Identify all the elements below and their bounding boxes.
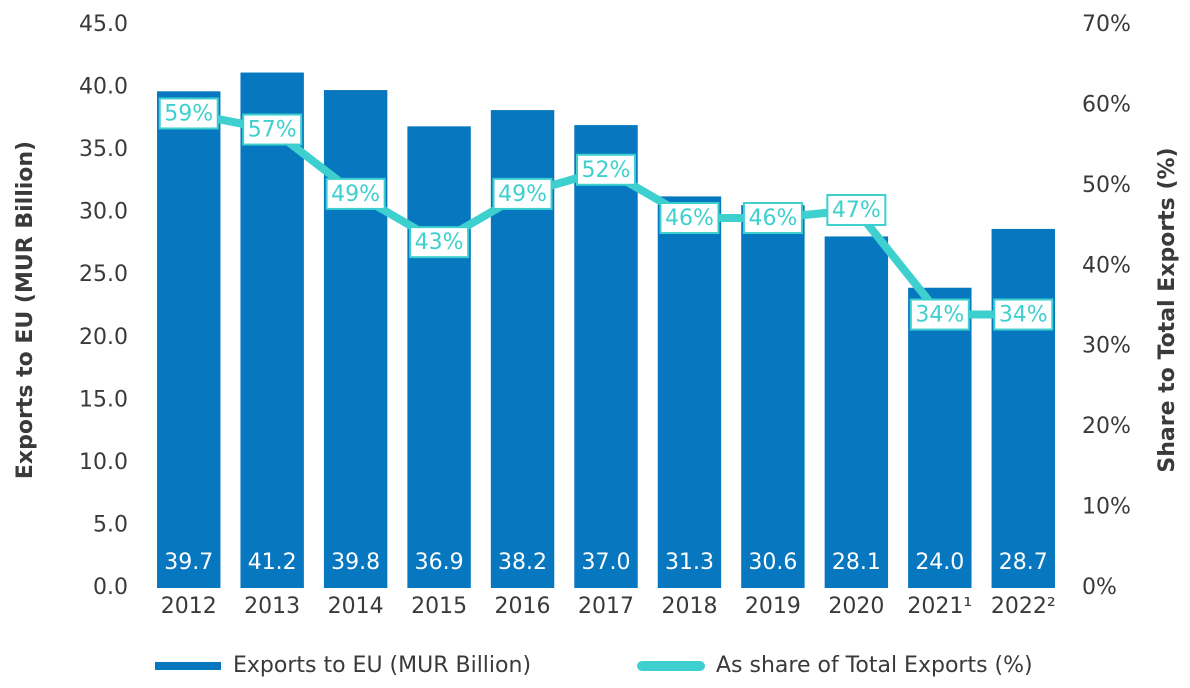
x-tick-label: 2021¹ — [907, 594, 972, 619]
legend-label: As share of Total Exports (%) — [716, 653, 1033, 678]
y2-tick-label: 60% — [1082, 92, 1131, 117]
line-value-label: 57% — [248, 118, 297, 143]
y2-axis-title: Share to Total Exports (%) — [1155, 147, 1180, 472]
line-value-label: 34% — [915, 303, 964, 328]
line-value-label: 49% — [331, 182, 380, 207]
bar-value-label: 38.2 — [498, 550, 547, 575]
y2-tick-label: 10% — [1082, 495, 1131, 520]
y-tick-label: 30.0 — [79, 200, 128, 225]
value-label-box — [158, 97, 219, 130]
x-tick-label: 2013 — [244, 594, 300, 619]
line-value-label: 46% — [665, 206, 714, 231]
y2-tick-label: 50% — [1082, 173, 1131, 198]
x-tick-label: 2022² — [991, 594, 1056, 619]
x-tick-label: 2016 — [495, 594, 551, 619]
x-tick-label: 2014 — [328, 594, 384, 619]
bar — [240, 72, 304, 588]
bar-value-label: 28.1 — [832, 550, 881, 575]
bar — [741, 205, 805, 588]
line-value-label: 47% — [832, 198, 881, 223]
bar — [157, 91, 221, 588]
x-tick-label: 2020 — [828, 594, 884, 619]
y2-tick-label: 40% — [1082, 253, 1131, 278]
y-tick-label: 35.0 — [79, 137, 128, 162]
bar-value-label: 39.8 — [331, 550, 380, 575]
y-tick-label: 15.0 — [79, 387, 128, 412]
value-label-box — [993, 298, 1054, 331]
y-tick-label: 40.0 — [79, 75, 128, 100]
y-tick-label: 0.0 — [93, 575, 128, 600]
y-tick-label: 5.0 — [93, 512, 128, 537]
line-value-label: 52% — [582, 158, 631, 183]
value-label-box — [492, 177, 553, 210]
value-label-box — [242, 113, 303, 146]
line-value-label: 49% — [498, 182, 547, 207]
bar — [991, 228, 1055, 589]
bar — [574, 125, 638, 588]
value-label-box — [325, 177, 386, 210]
y-tick-label: 20.0 — [79, 325, 128, 350]
bar — [824, 236, 889, 588]
y-tick-label: 10.0 — [79, 450, 128, 475]
x-tick-label: 2017 — [578, 594, 634, 619]
y2-tick-label: 70% — [1082, 12, 1131, 37]
value-label-box — [576, 153, 636, 186]
x-tick-label: 2012 — [161, 594, 217, 619]
y-tick-label: 25.0 — [79, 262, 128, 287]
y-axis-title: Exports to EU (MUR Billion) — [13, 141, 38, 479]
value-label-box — [742, 202, 803, 235]
legend-label: Exports to EU (MUR Billion) — [233, 653, 531, 678]
bar — [323, 90, 388, 589]
bar-value-label: 36.9 — [415, 550, 464, 575]
x-tick-label: 2019 — [745, 594, 801, 619]
bar-value-label: 24.0 — [915, 550, 964, 575]
y-tick-label: 45.0 — [79, 12, 128, 37]
bar — [657, 196, 722, 588]
line-value-label: 46% — [748, 206, 797, 231]
bar-value-label: 37.0 — [582, 550, 631, 575]
x-tick-label: 2015 — [411, 594, 467, 619]
y2-tick-label: 0% — [1082, 575, 1117, 600]
bar-value-label: 31.3 — [665, 550, 714, 575]
value-label-box — [409, 226, 470, 259]
value-label-box — [659, 202, 720, 235]
line-value-label: 59% — [164, 101, 213, 126]
value-label-box — [826, 193, 887, 226]
bar — [908, 287, 972, 588]
bar-value-label: 30.6 — [748, 550, 797, 575]
bar-value-label: 41.2 — [248, 550, 297, 575]
y2-tick-label: 30% — [1082, 334, 1131, 359]
bar — [407, 126, 471, 588]
bar-value-label: 39.7 — [164, 550, 213, 575]
line-value-label: 43% — [415, 230, 464, 255]
value-label-box — [909, 298, 970, 331]
line-value-label: 34% — [999, 303, 1048, 328]
legend-swatch — [155, 662, 221, 670]
x-tick-label: 2018 — [661, 594, 717, 619]
y2-tick-label: 20% — [1082, 414, 1131, 439]
bar-value-label: 28.7 — [999, 550, 1048, 575]
